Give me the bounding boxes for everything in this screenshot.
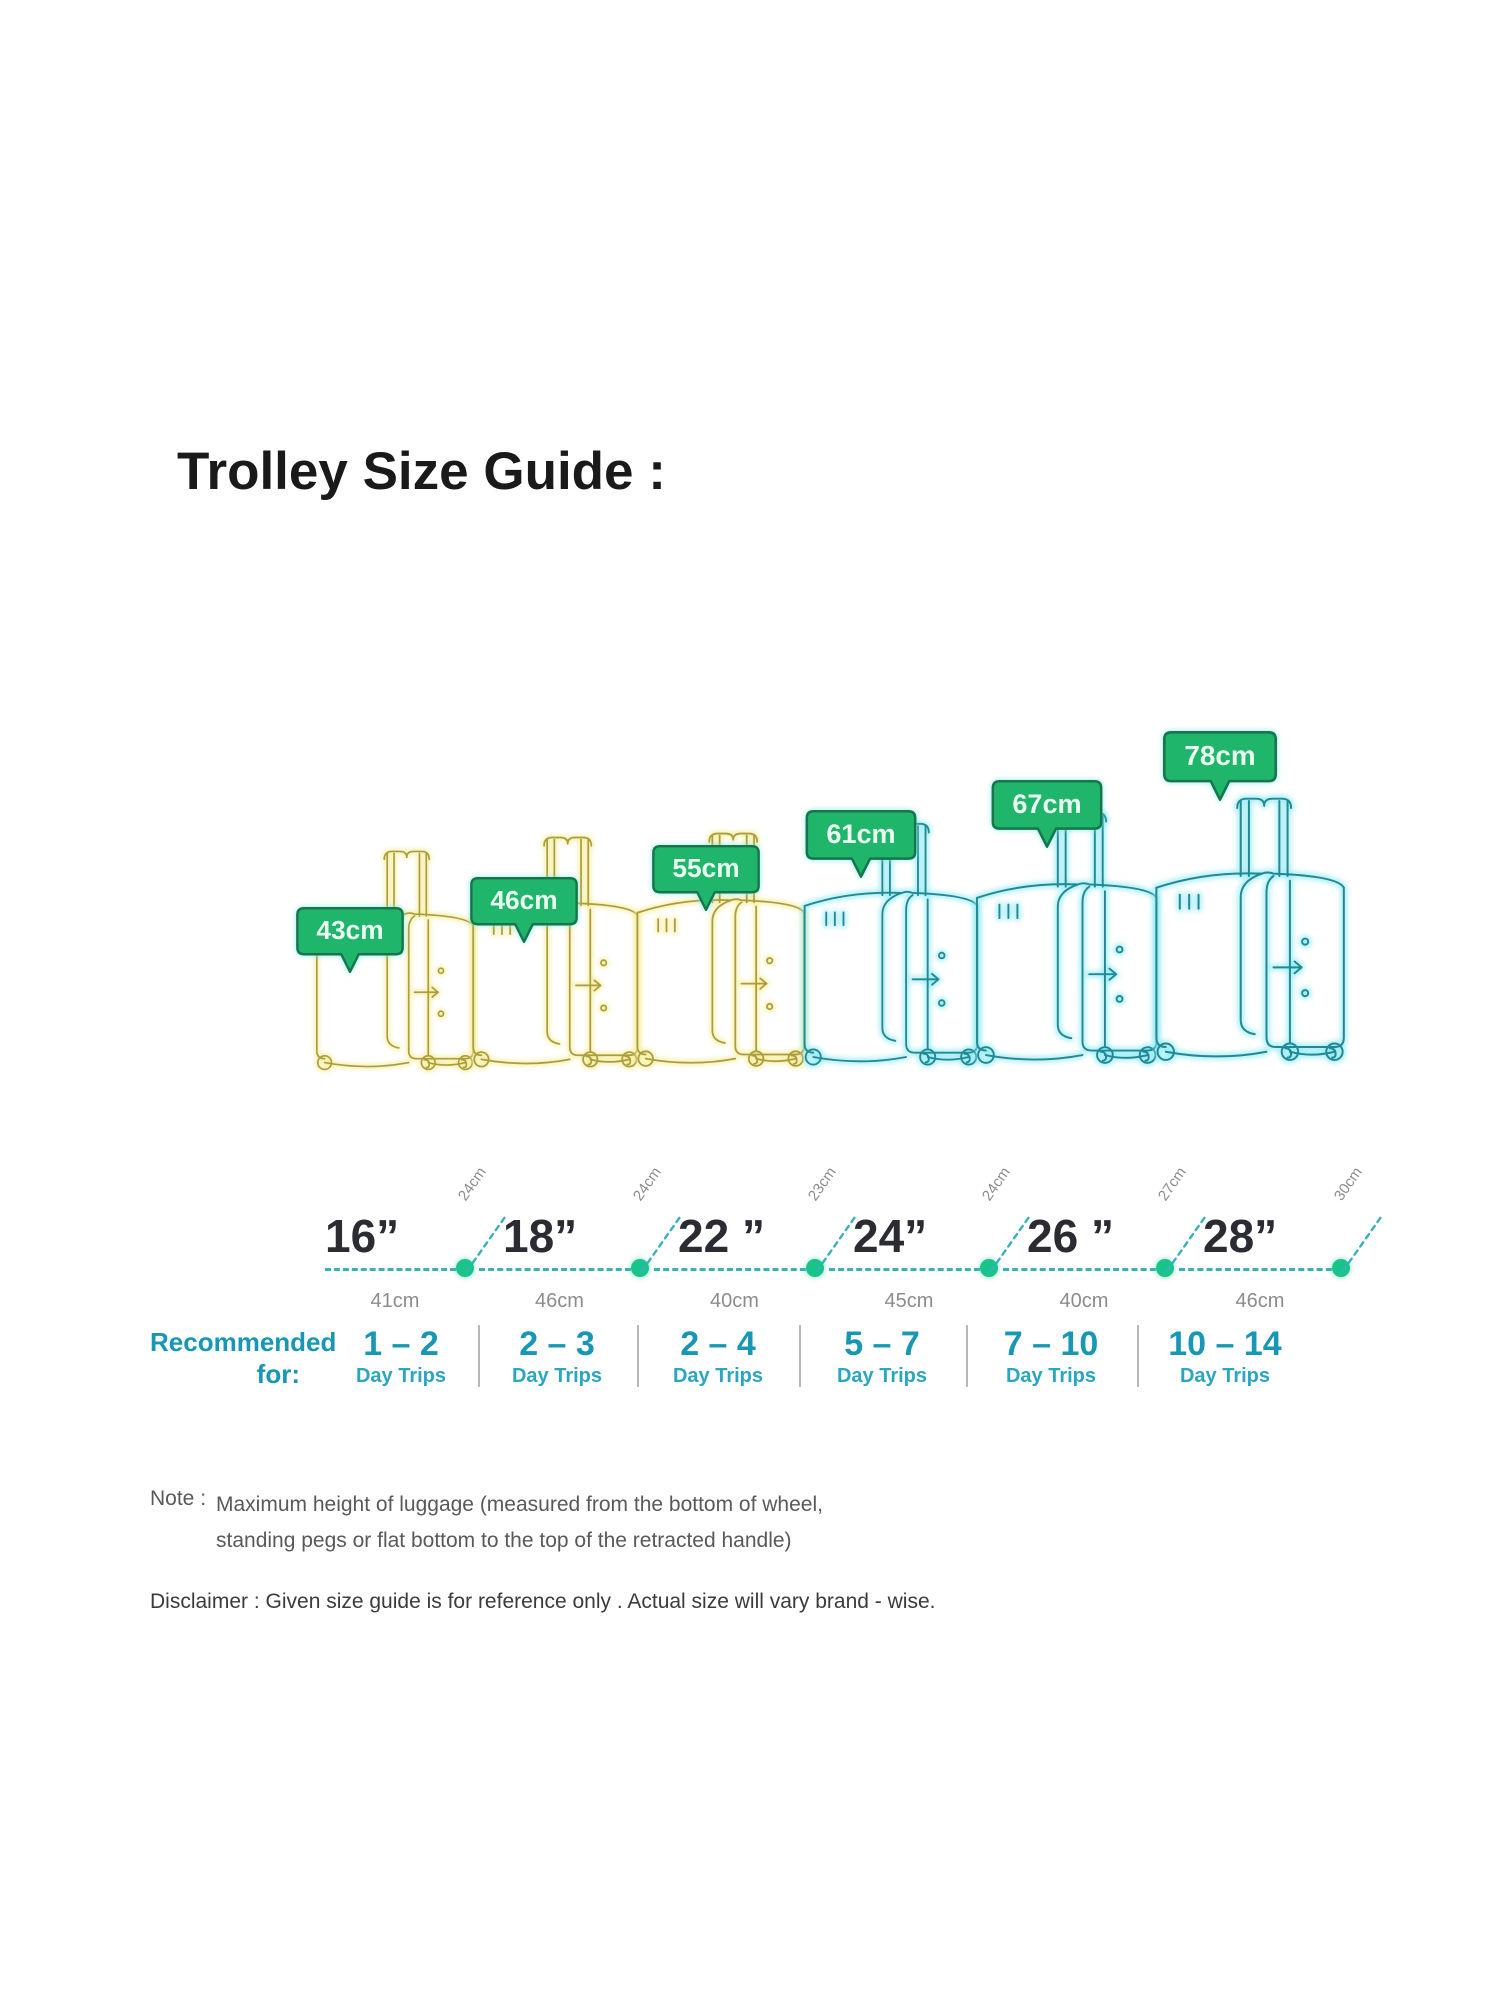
svg-text:67cm: 67cm — [1012, 788, 1081, 819]
svg-text:46cm: 46cm — [490, 885, 557, 915]
svg-text:78cm: 78cm — [1185, 740, 1256, 771]
svg-text:43cm: 43cm — [317, 915, 384, 945]
svg-text:61cm: 61cm — [826, 818, 895, 849]
svg-text:55cm: 55cm — [672, 853, 739, 883]
